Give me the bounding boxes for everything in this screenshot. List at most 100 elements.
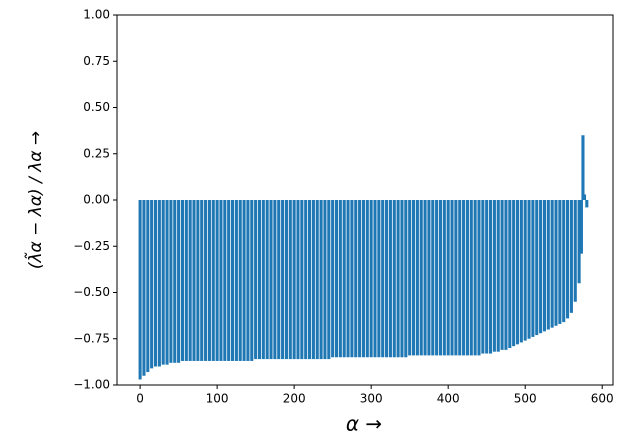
bar — [277, 200, 281, 360]
bar — [358, 200, 362, 358]
x-tick-label: 400 — [437, 392, 460, 406]
bar — [562, 200, 566, 323]
bar — [450, 200, 454, 356]
bar — [161, 200, 165, 365]
bar — [435, 200, 439, 356]
bar — [188, 200, 192, 361]
y-tick-label: −1.00 — [73, 378, 110, 392]
y-axis-label: (λ̃α − λα) / λα → — [24, 131, 46, 269]
bar — [254, 200, 258, 360]
bar — [327, 200, 331, 360]
y-tick-label: 0.00 — [83, 193, 110, 207]
y-tick-label: 0.25 — [83, 146, 110, 160]
bar — [365, 200, 369, 358]
bar — [196, 200, 200, 361]
bar — [334, 200, 339, 358]
bar — [153, 200, 158, 367]
bar — [315, 200, 319, 360]
y-tick-label: 0.75 — [83, 54, 110, 68]
bar — [146, 200, 150, 373]
bar — [481, 200, 485, 354]
bar — [581, 135, 585, 200]
bar — [346, 200, 350, 358]
bar — [338, 200, 342, 358]
bar — [223, 200, 227, 361]
y-tick-label: −0.75 — [73, 331, 110, 345]
bar — [323, 200, 327, 360]
bar — [582, 194, 587, 200]
bar — [300, 200, 304, 360]
bar — [550, 200, 554, 328]
bar — [204, 200, 208, 361]
y-tick-label: −0.25 — [73, 239, 110, 253]
bar — [242, 200, 246, 361]
bar — [465, 200, 469, 356]
x-axis-label: α → — [346, 412, 382, 436]
bar — [150, 200, 154, 369]
bar — [192, 200, 196, 361]
bar — [477, 200, 481, 356]
bar — [215, 200, 219, 361]
bar — [142, 200, 146, 376]
x-tick-label: 300 — [360, 392, 383, 406]
bar — [184, 200, 188, 361]
bar — [523, 200, 527, 341]
y-tick-label: 1.00 — [83, 8, 110, 22]
bar — [539, 200, 543, 334]
bar — [219, 200, 223, 361]
bar — [446, 200, 450, 356]
bar — [454, 200, 458, 356]
bar — [342, 200, 346, 358]
bar — [515, 200, 520, 345]
bar — [558, 200, 562, 324]
bar — [246, 200, 250, 361]
x-tick-label: 100 — [206, 392, 229, 406]
bar — [207, 200, 211, 361]
bar — [419, 200, 423, 356]
bar — [292, 200, 296, 360]
bar — [408, 200, 412, 356]
bar — [404, 200, 408, 358]
bar — [230, 200, 235, 361]
bar — [573, 200, 577, 302]
bar — [354, 200, 358, 358]
bar — [579, 200, 583, 254]
bar — [500, 200, 504, 350]
bar — [227, 200, 231, 361]
bar — [173, 200, 177, 363]
bar — [234, 200, 238, 361]
bar — [257, 200, 262, 360]
x-tick-label: 200 — [283, 392, 306, 406]
bar — [415, 200, 419, 356]
bar — [385, 200, 389, 358]
bar — [512, 200, 516, 347]
bar — [284, 200, 288, 360]
bar — [542, 200, 546, 332]
bar — [311, 200, 315, 360]
bar — [350, 200, 354, 358]
plot-frame — [116, 14, 614, 386]
bar — [377, 200, 381, 358]
bar — [458, 200, 462, 356]
bar — [177, 200, 181, 363]
bar — [554, 200, 558, 326]
bar — [531, 200, 535, 337]
bar — [304, 200, 308, 360]
bar — [427, 200, 431, 356]
bar — [566, 200, 570, 319]
bar — [519, 200, 523, 343]
bar — [180, 200, 185, 361]
bar — [361, 200, 365, 358]
bar — [569, 200, 573, 313]
bar — [423, 200, 427, 356]
bar — [269, 200, 273, 360]
bar — [431, 200, 435, 356]
bar — [369, 200, 373, 358]
bar — [485, 200, 489, 354]
bar — [438, 200, 443, 356]
bar — [288, 200, 292, 360]
y-tick-label: 0.50 — [83, 100, 110, 114]
bar — [496, 200, 500, 352]
bar — [508, 200, 512, 348]
